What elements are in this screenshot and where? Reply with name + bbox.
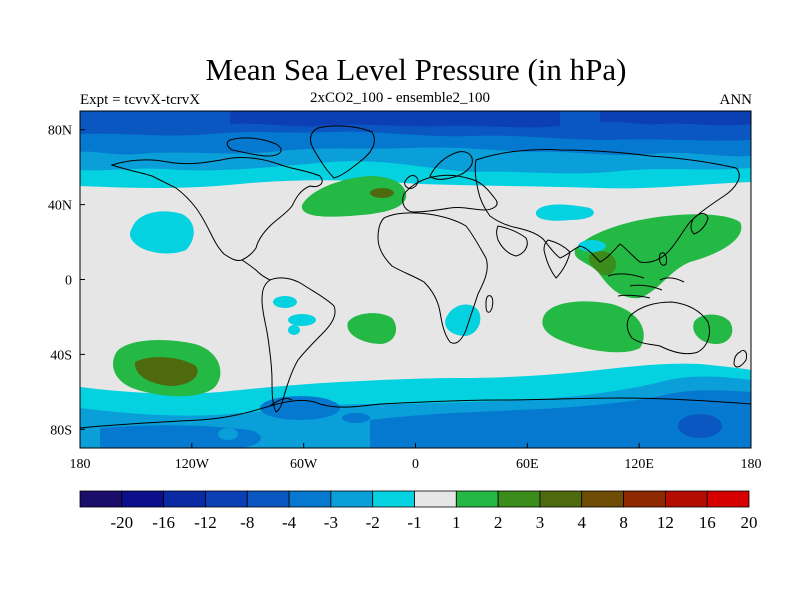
weddell-low: [260, 396, 340, 420]
y-tick-label: 80S: [50, 423, 72, 438]
ross-low: [678, 414, 722, 438]
coast-asia: [474, 149, 740, 263]
colorbar-label: 3: [536, 513, 545, 532]
coast-antarctica: [80, 397, 751, 429]
colorbar-label: -4: [282, 513, 297, 532]
southern-ocean-low: [342, 413, 370, 423]
coast-africa: [377, 212, 488, 344]
coast-uk: [404, 175, 419, 189]
colorbar-label: -3: [324, 513, 338, 532]
asia-pacific-high: [574, 214, 742, 299]
colorbar-swatch: [539, 490, 583, 508]
north-atlantic-core: [370, 188, 394, 198]
colorbar-label: -12: [194, 513, 217, 532]
colorbar-swatch: [497, 490, 541, 508]
coast-greenland: [310, 125, 375, 179]
north-india-low: [578, 240, 606, 252]
colorbar-swatch: [706, 490, 750, 508]
colorbar-label: -8: [240, 513, 254, 532]
north-pole-band: [600, 111, 751, 126]
coast-antarctic-peninsula: [269, 397, 293, 407]
coast-arctic-islands: [226, 137, 282, 157]
colorbar-swatch: [79, 490, 123, 508]
north-atlantic-high: [301, 176, 407, 217]
mediterranean-low: [535, 204, 594, 221]
colorbar-label: 20: [741, 513, 758, 532]
coast-indonesia: [607, 273, 685, 299]
colorbar-label: 16: [699, 513, 716, 532]
y-tick-label: 40S: [50, 348, 72, 363]
y-tick-label: 0: [65, 274, 72, 289]
colorbar-label: -20: [110, 513, 133, 532]
x-tick-label: 0: [412, 457, 419, 472]
coast-south-america: [261, 277, 336, 413]
y-tick-label: 40N: [48, 199, 72, 214]
coast-europe: [402, 174, 498, 213]
colorbar-label: 1: [452, 513, 461, 532]
colorbar-label: 4: [578, 513, 587, 532]
indian-ocean-high: [542, 301, 644, 353]
colorbar-swatch: [455, 490, 499, 508]
coast-japan: [690, 213, 709, 235]
x-tick-label: 120W: [175, 457, 210, 472]
colorbar-swatch: [121, 490, 165, 508]
colorbar-swatch: [372, 490, 415, 508]
brazil-low: [288, 314, 316, 326]
x-tick-label: 180: [741, 457, 762, 472]
colorbar-swatch: [414, 490, 457, 508]
south-pacific-high-core: [134, 357, 198, 386]
x-tick-label: 60E: [516, 457, 539, 472]
ensemble-label: 2xCO2_100 - ensemble2_100: [310, 90, 490, 106]
colorbar-label: 8: [619, 513, 628, 532]
australia-east-high: [693, 314, 733, 344]
season-label: ANN: [719, 92, 753, 108]
north-deep-band: [230, 111, 560, 128]
andes-low: [288, 325, 300, 335]
colorbar-label: -16: [152, 513, 175, 532]
coastlines: [80, 125, 751, 429]
map-title: Mean Sea Level Pressure (in hPa): [205, 52, 627, 87]
axis-ticks: [79, 129, 752, 448]
coast-scandinavia: [429, 151, 473, 180]
y-tick-label: 80N: [48, 124, 72, 139]
colorbar-swatch: [205, 490, 248, 508]
coast-north-america: [110, 157, 323, 261]
drake-low: [218, 428, 238, 440]
colorbar-swatch: [288, 490, 332, 508]
south-atlantic-high: [347, 313, 397, 344]
colorbar-swatch: [581, 490, 624, 508]
colorbar-swatch: [330, 490, 374, 508]
colorbar-swatch: [623, 490, 666, 508]
coast-new-zealand: [733, 349, 747, 368]
colorbar-label: -1: [407, 513, 421, 532]
colorbar-swatch: [246, 490, 290, 508]
colorbar-label: 2: [494, 513, 503, 532]
colorbar-swatch: [664, 490, 708, 508]
x-tick-label: 180: [70, 457, 91, 472]
colorbar-label: 12: [657, 513, 674, 532]
coast-philippines: [659, 252, 667, 266]
coast-madagascar: [485, 295, 494, 313]
colorbar-label: -2: [366, 513, 380, 532]
coast-arabia: [496, 225, 528, 257]
coast-india: [543, 239, 571, 279]
x-tick-label: 120E: [624, 457, 654, 472]
south-deep-blue-band: [370, 390, 751, 448]
coast-australia: [626, 301, 711, 355]
experiment-label: Expt = tcvvX-tcrvX: [80, 92, 201, 108]
coast-central-america: [241, 259, 271, 281]
colorbar-swatch: [163, 490, 206, 508]
axis-tick-labels: 180 120W 60W 0 60E 120E 180 80N 40N 0 40S 80S: [48, 124, 762, 472]
amazon-low: [273, 296, 297, 308]
east-pacific-low: [130, 211, 194, 254]
x-tick-label: 60W: [290, 457, 318, 472]
